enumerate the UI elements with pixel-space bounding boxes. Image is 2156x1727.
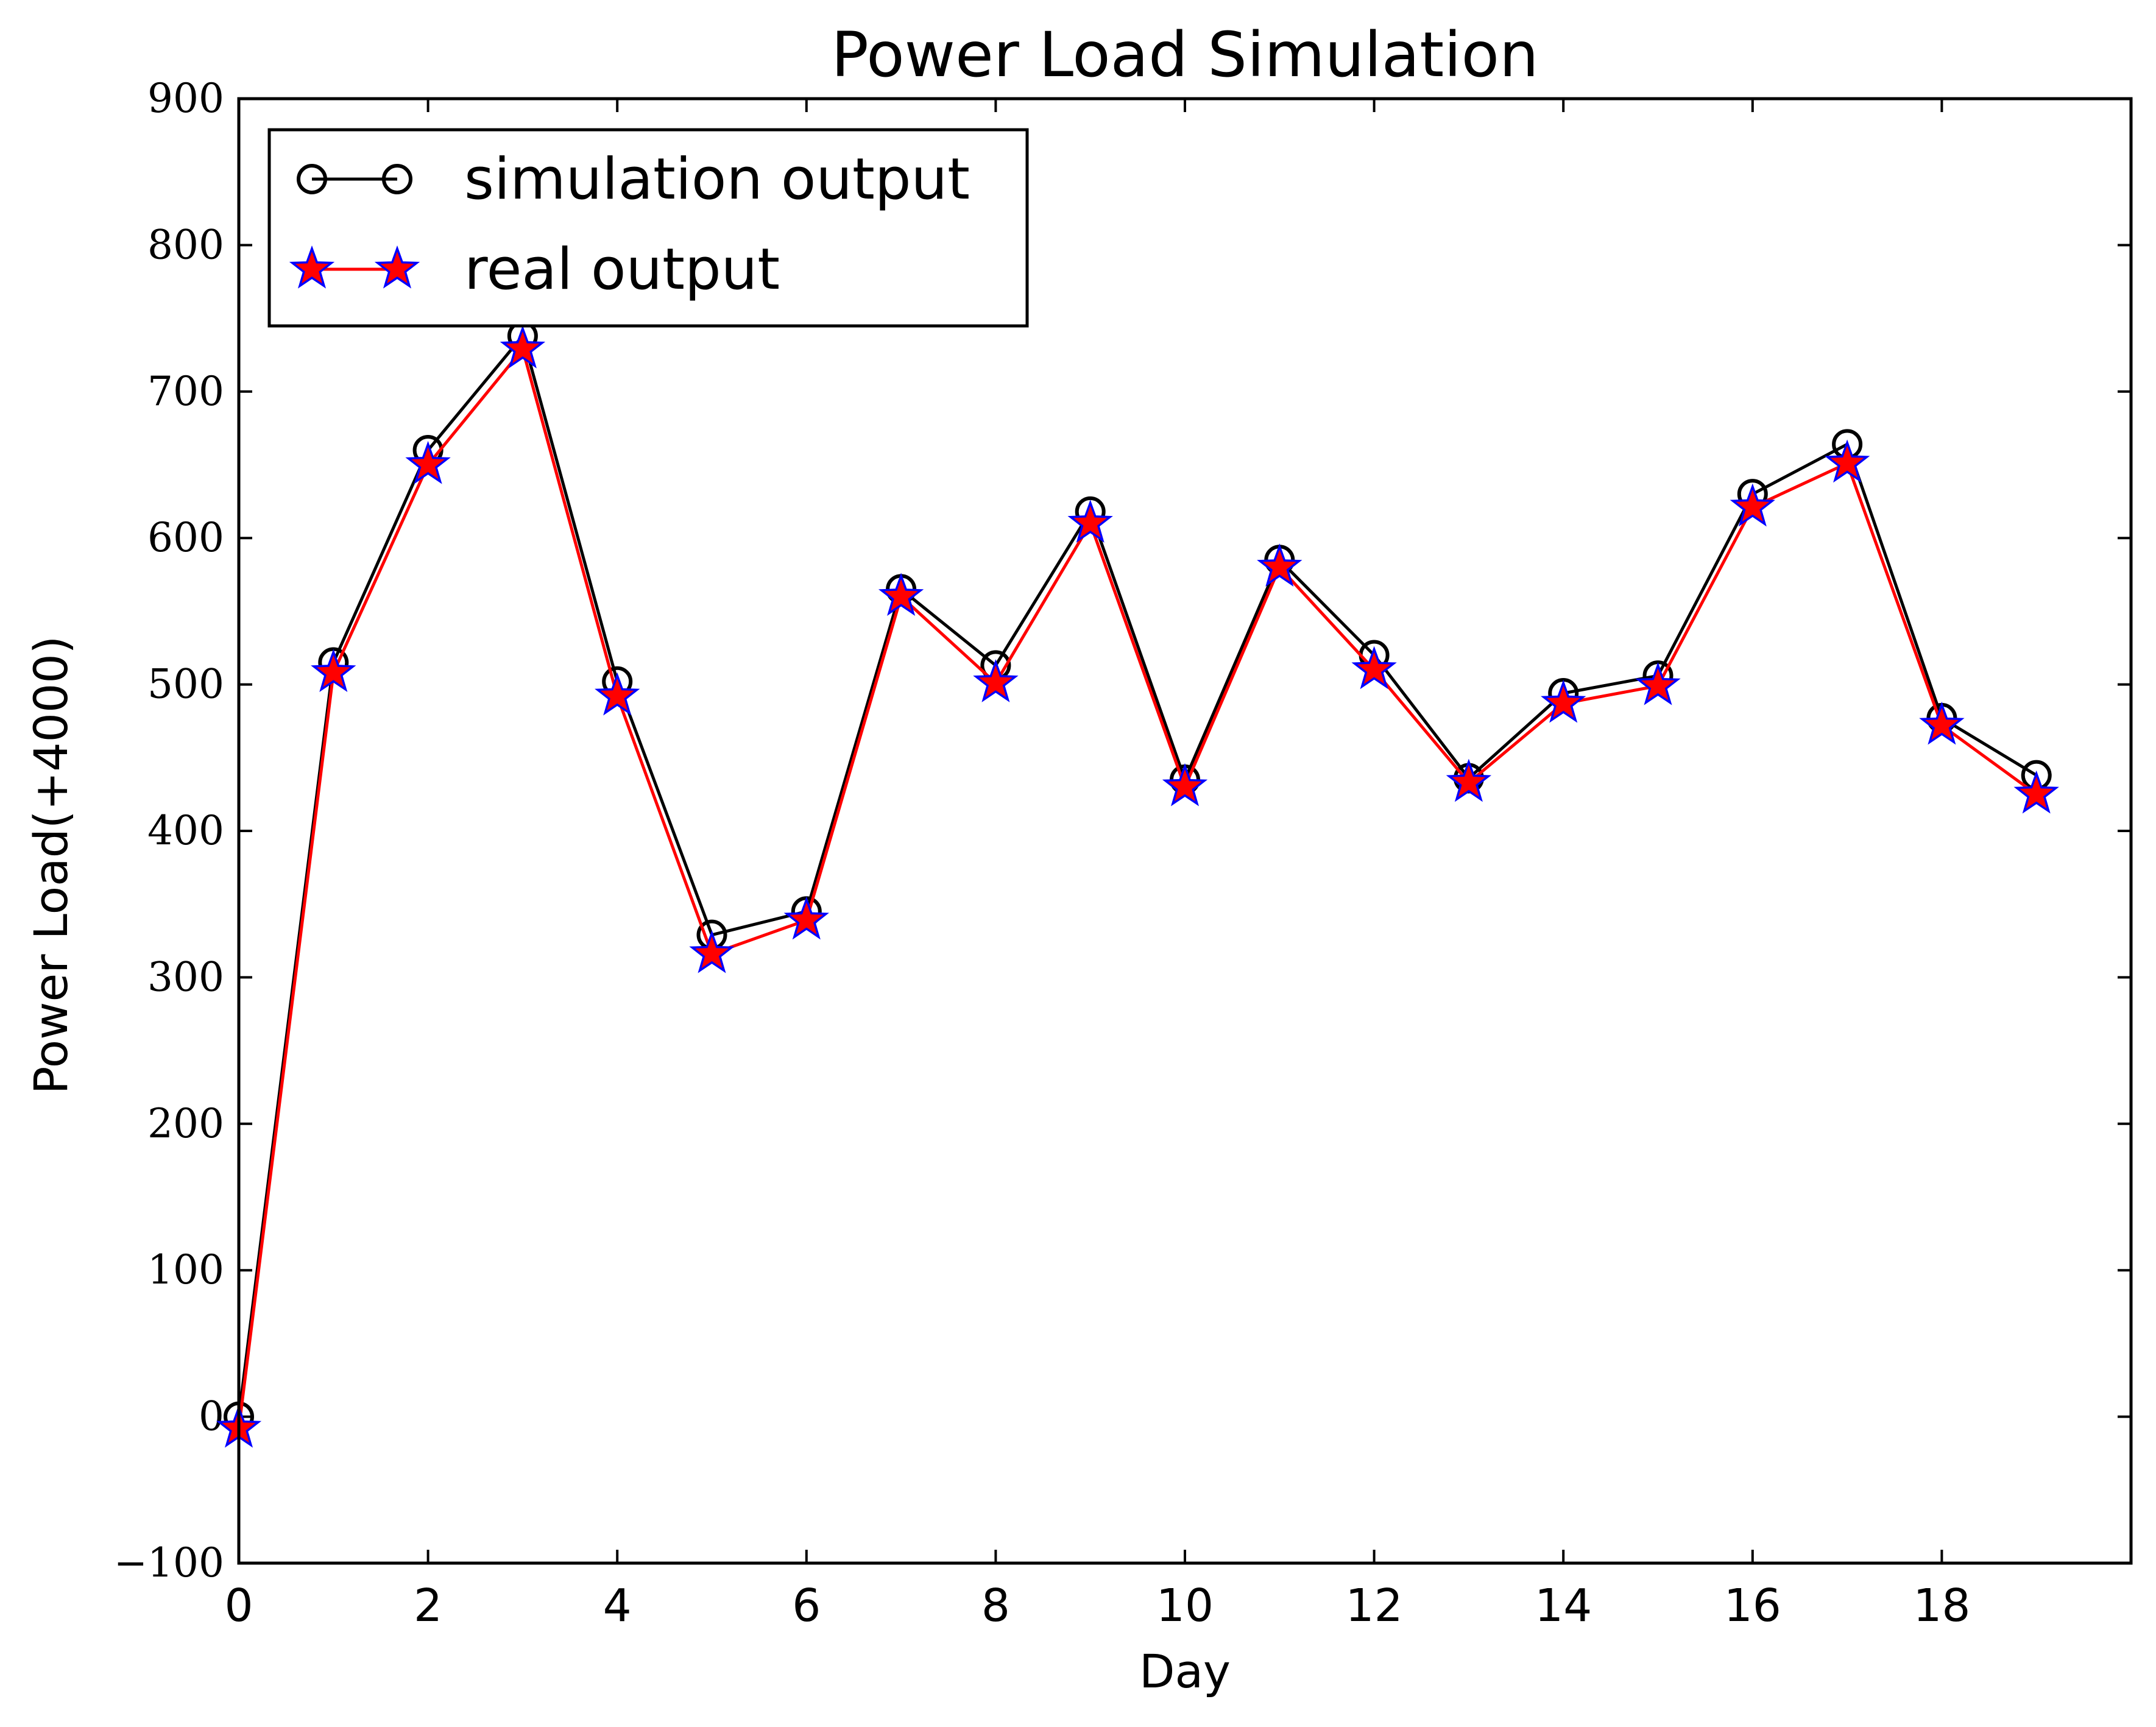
legend-label-real-output: real output xyxy=(464,236,780,303)
y-tick-label: 100 xyxy=(147,1246,224,1293)
legend-marker xyxy=(382,164,412,194)
legend: simulation output real output xyxy=(267,128,1029,328)
y-tick-label: 500 xyxy=(147,661,224,708)
y-tick-label: 900 xyxy=(147,75,224,122)
x-tick-label: 18 xyxy=(1913,1580,1970,1632)
data-point xyxy=(1446,758,1492,802)
legend-box xyxy=(267,128,1029,328)
data-point xyxy=(1351,646,1397,690)
x-tick-label: 16 xyxy=(1724,1580,1781,1632)
data-point xyxy=(783,896,829,940)
y-tick-label: 0 xyxy=(199,1393,224,1440)
data-point xyxy=(1730,483,1775,527)
legend-label-simulation-output: simulation output xyxy=(464,146,970,213)
plot-frame xyxy=(237,97,2133,1565)
data-point xyxy=(1541,679,1586,723)
x-tick-label: 12 xyxy=(1346,1580,1403,1632)
legend-marker xyxy=(374,245,420,289)
y-tick-label: 300 xyxy=(147,953,224,1000)
x-tick-label: 2 xyxy=(414,1580,442,1632)
data-point xyxy=(405,440,451,484)
series-line-1 xyxy=(237,347,2038,1429)
data-point xyxy=(500,325,546,369)
series-line-0 xyxy=(237,334,2037,1417)
plot-series xyxy=(216,320,2059,1448)
data-point xyxy=(878,573,924,616)
legend-marker xyxy=(289,245,335,289)
data-point xyxy=(311,649,356,693)
data-point xyxy=(1919,701,1965,745)
data-point xyxy=(595,672,640,716)
x-tick-label: 14 xyxy=(1535,1580,1592,1632)
legend-marker xyxy=(297,164,327,194)
data-point xyxy=(1824,439,1870,483)
data-point xyxy=(1257,543,1302,587)
y-tick-label: 600 xyxy=(147,514,224,561)
x-tick-label: 10 xyxy=(1156,1580,1214,1632)
x-axis: 0 2 4 6 8 10 12 14 16 18 xyxy=(224,99,1970,1632)
data-point xyxy=(689,930,735,973)
y-tick-label: −100 xyxy=(114,1539,224,1586)
data-point xyxy=(2013,770,2059,814)
y-tick-label: 200 xyxy=(147,1100,224,1147)
y-tick-label: 800 xyxy=(147,221,224,268)
x-tick-label: 4 xyxy=(603,1580,632,1632)
data-point xyxy=(1635,662,1681,705)
data-point xyxy=(1067,500,1113,543)
data-point xyxy=(1162,763,1208,807)
data-point xyxy=(973,659,1019,702)
y-tick-label: 700 xyxy=(147,368,224,415)
x-tick-label: 8 xyxy=(981,1580,1010,1632)
y-tick-label: 400 xyxy=(147,807,224,854)
x-tick-label: 0 xyxy=(224,1580,253,1632)
x-axis-label: Day xyxy=(1139,1644,1231,1698)
y-axis-label: Power Load(+4000) xyxy=(24,636,78,1095)
chart-title: Power Load Simulation xyxy=(831,19,1538,91)
x-tick-label: 6 xyxy=(792,1580,821,1632)
y-axis: −100 0 100 200 300 400 500 600 700 800 900 xyxy=(114,75,2131,1586)
